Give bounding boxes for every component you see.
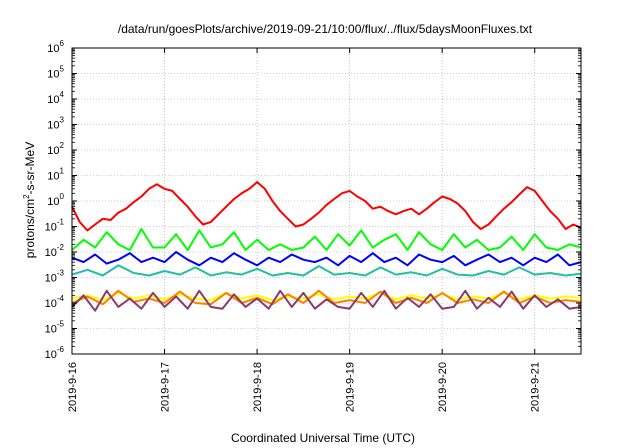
grid	[71, 47, 581, 355]
y-tick-label-exp: -6	[57, 345, 65, 354]
y-tick-label: 104	[47, 90, 64, 106]
series-line-1	[71, 181, 582, 232]
y-tick-label-exp: 4	[60, 90, 65, 99]
y-tick-label: 105	[47, 65, 64, 81]
y-tick-label-base: 10	[45, 273, 57, 285]
series-line-6	[71, 289, 582, 306]
y-tick-label: 10-4	[45, 294, 65, 310]
series-group	[71, 181, 582, 312]
y-tick-label: 100	[47, 192, 64, 208]
y-tick-label-exp: -5	[57, 320, 65, 329]
plot-frame	[71, 47, 582, 355]
y-axis-label-rest: -s-sr-MeV	[23, 142, 37, 195]
x-tick-label: 2019-9-16	[67, 362, 79, 412]
axes: 10-610-510-410-310-210-11001011021031041…	[45, 39, 582, 412]
y-tick-label: 10-6	[45, 345, 65, 361]
x-tick-label: 2019-9-18	[252, 362, 264, 412]
y-tick-label: 10-1	[45, 218, 65, 234]
y-tick-label: 102	[47, 141, 64, 157]
y-tick-label: 10-3	[45, 269, 65, 285]
y-tick-label-base: 10	[45, 324, 57, 336]
series-line-4	[71, 264, 582, 277]
y-axis-label: protons/cm2-s-sr-MeV	[22, 142, 37, 258]
y-tick-label-exp: 0	[60, 192, 65, 201]
series-line-3	[71, 251, 582, 267]
x-tick-label: 2019-9-20	[437, 362, 449, 412]
y-tick-label-base: 10	[45, 222, 57, 234]
y-tick-label-base: 10	[47, 69, 59, 81]
y-tick-label-exp: 3	[60, 116, 65, 125]
chart-title: /data/run/goesPlots/archive/2019-09-21/1…	[118, 22, 533, 36]
x-tick-label: 2019-9-21	[530, 362, 542, 412]
y-tick-label-base: 10	[47, 120, 59, 132]
y-tick-label: 101	[47, 167, 64, 183]
y-tick-label: 103	[47, 116, 64, 132]
y-tick-label-base: 10	[47, 196, 59, 208]
x-tick-label: 2019-9-17	[160, 362, 172, 412]
y-tick-label-exp: -4	[57, 294, 65, 303]
y-tick-label-exp: 2	[60, 141, 65, 150]
series-line-2	[71, 228, 582, 251]
y-tick-label-base: 10	[45, 298, 57, 310]
y-tick-label-base: 10	[47, 43, 59, 55]
y-tick-label-exp: -3	[57, 269, 65, 278]
y-tick-label-base: 10	[47, 171, 59, 183]
y-tick-label-base: 10	[47, 94, 59, 106]
y-axis-label-sup: 2	[22, 194, 31, 199]
y-tick-label: 10-5	[45, 320, 65, 336]
y-axis-label-base: protons/cm	[23, 199, 37, 258]
y-tick-label: 106	[47, 39, 64, 55]
y-tick-label-exp: -1	[57, 218, 65, 227]
y-tick-label-exp: 5	[60, 65, 65, 74]
y-tick-label-base: 10	[45, 349, 57, 361]
y-tick-label-base: 10	[47, 145, 59, 157]
y-tick-label: 10-2	[45, 243, 65, 259]
series-line-7	[71, 289, 582, 312]
x-tick-label: 2019-9-19	[345, 362, 357, 412]
y-tick-label-base: 10	[45, 247, 57, 259]
y-tick-label-exp: 6	[60, 39, 65, 48]
y-tick-label-exp: 1	[60, 167, 65, 176]
x-axis-label: Coordinated Universal Time (UTC)	[231, 431, 415, 445]
y-tick-label-exp: -2	[57, 243, 65, 252]
